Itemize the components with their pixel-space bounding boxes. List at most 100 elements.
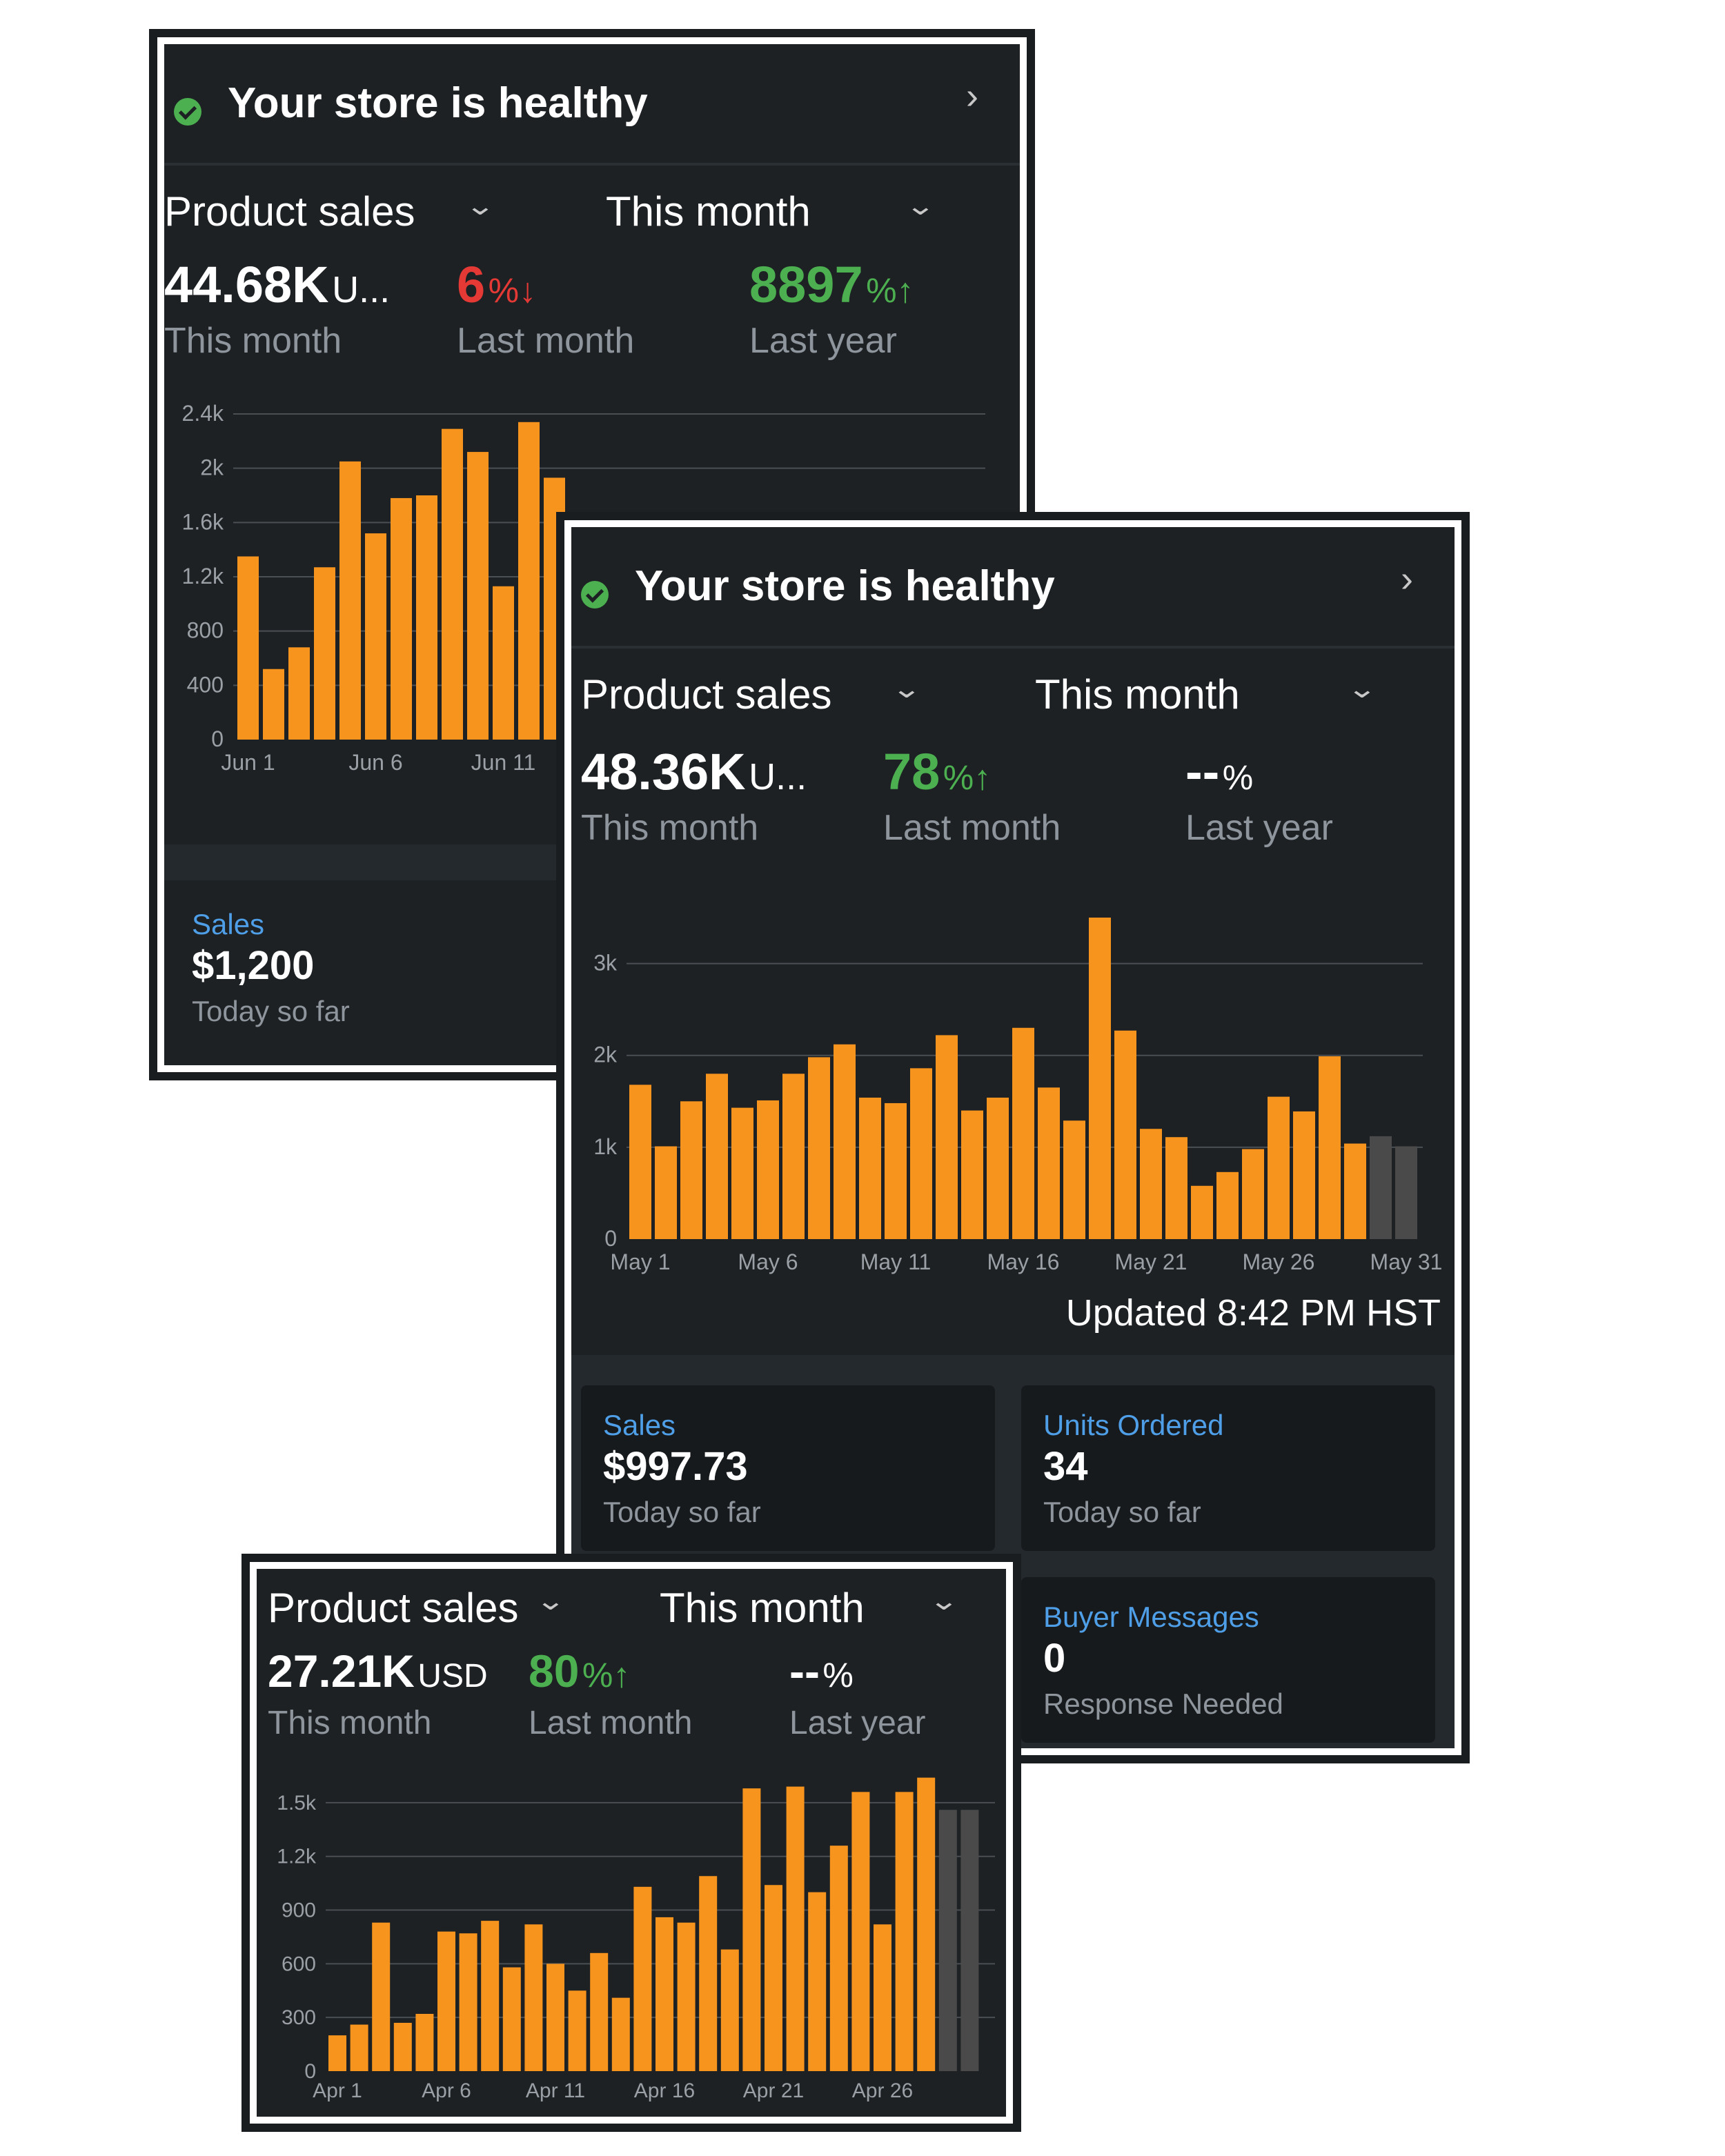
sales-bar-chart: 0 400 800 1.2k 1.6k 2k 2.4k Jun 1 Jun 6 Jun 11 xyxy=(182,401,985,775)
chevron-down-icon[interactable]: ⌄ xyxy=(905,192,936,221)
day-bar xyxy=(365,533,386,740)
day-bar xyxy=(786,1786,805,2071)
day-bar xyxy=(493,586,514,740)
day-bar xyxy=(288,647,310,740)
units-ordered-value: 34 xyxy=(1043,1444,1088,1489)
x-tick-label: May 1 xyxy=(610,1249,670,1274)
day-bar xyxy=(633,1886,652,2071)
last-month-label: Last month xyxy=(883,808,1061,848)
total-sales-label: This month xyxy=(581,808,759,848)
last-year-label: Last year xyxy=(789,1705,926,1741)
day-bar xyxy=(524,1924,543,2071)
chevron-down-icon[interactable]: ⌄ xyxy=(535,1587,566,1616)
day-bar xyxy=(731,1107,753,1239)
y-tick-label: 1.2k xyxy=(277,1846,317,1868)
y-tick-label: 900 xyxy=(282,1899,316,1922)
units-ordered-tile[interactable]: Units Ordered 34 Today so far xyxy=(1021,1385,1435,1551)
y-tick-label: 800 xyxy=(187,618,224,643)
x-tick-label: May 16 xyxy=(987,1249,1060,1274)
pending-day-bar xyxy=(1395,1146,1417,1239)
metric-select-label: Product sales xyxy=(164,188,415,235)
day-bar xyxy=(765,1885,782,2071)
day-bar xyxy=(568,1990,586,2071)
day-bar xyxy=(1268,1096,1290,1239)
sales-tile[interactable]: Sales $997.73 Today so far xyxy=(581,1385,995,1551)
day-bar xyxy=(706,1074,728,1239)
chevron-right-icon[interactable]: › xyxy=(966,75,978,117)
day-bar xyxy=(328,2035,346,2071)
sales-tile[interactable]: Sales $1,200 Today so far xyxy=(178,883,564,1062)
x-tick-label: Jun 1 xyxy=(221,750,275,775)
updated-timestamp: Updated 8:42 PM HST xyxy=(1065,1292,1441,1334)
last-year-change-value: -- xyxy=(1185,743,1220,800)
sales-tile-sub: Today so far xyxy=(192,995,350,1027)
day-bar xyxy=(1242,1149,1264,1239)
day-bar xyxy=(416,495,437,740)
y-tick-label: 400 xyxy=(187,672,224,697)
day-bar xyxy=(442,428,463,740)
store-health-title[interactable]: Your store is healthy xyxy=(635,562,1055,610)
day-bar xyxy=(936,1035,958,1239)
day-bar xyxy=(350,2024,368,2071)
day-bar xyxy=(502,1967,521,2071)
last-year-change-value: 8897 xyxy=(749,256,863,313)
y-tick-label: 3k xyxy=(593,951,618,976)
chevron-down-icon[interactable]: ⌄ xyxy=(464,192,496,221)
header-divider xyxy=(164,163,1020,166)
total-sales-unit: U... xyxy=(749,756,807,798)
metric-select[interactable]: Product sales xyxy=(268,1584,519,1632)
y-tick-label: 0 xyxy=(211,726,224,751)
day-bar xyxy=(874,1924,891,2071)
april-dashboard-card: Product sales ⌄ This month ⌄ 27.21K USD … xyxy=(250,1562,1013,2124)
last-month-change-symbol: %↑ xyxy=(943,758,992,797)
day-bar xyxy=(372,1922,391,2071)
day-bar xyxy=(339,461,361,740)
section-divider xyxy=(164,844,564,880)
chevron-right-icon[interactable]: › xyxy=(1401,558,1413,600)
day-bar xyxy=(1089,918,1111,1239)
last-year-change-symbol: % xyxy=(1222,758,1254,797)
x-tick-label: May 21 xyxy=(1115,1249,1187,1274)
chevron-down-icon[interactable]: ⌄ xyxy=(1346,675,1378,704)
pending-day-bar xyxy=(1370,1136,1392,1239)
day-bar xyxy=(987,1097,1009,1239)
day-bar xyxy=(782,1074,805,1239)
total-sales: 44.68K U... xyxy=(164,255,390,314)
last-month-change-symbol: %↑ xyxy=(582,1656,631,1694)
metric-select[interactable]: Product sales xyxy=(164,188,415,235)
chevron-down-icon[interactable]: ⌄ xyxy=(928,1587,960,1616)
day-bar xyxy=(1038,1087,1060,1239)
period-select[interactable]: This month xyxy=(606,188,811,235)
may-dashboard-card: Your store is healthy › Product sales ⌄ … xyxy=(564,520,1461,1755)
day-bar xyxy=(263,669,284,740)
sales-bar-chart: 0 300 600 900 1.2k 1.5k Apr 1 Apr 6 Apr 11 Apr 16… xyxy=(277,1777,995,2102)
x-tick-label: Apr 16 xyxy=(634,2079,695,2102)
metric-select[interactable]: Product sales xyxy=(581,671,832,718)
total-sales-unit: U... xyxy=(332,269,391,310)
day-bar xyxy=(834,1044,856,1239)
metric-select-label: Product sales xyxy=(581,671,832,718)
day-bar xyxy=(1344,1143,1366,1239)
x-tick-label: Apr 1 xyxy=(313,2079,362,2102)
y-tick-label: 600 xyxy=(282,1952,316,1975)
last-month-change-value: 80 xyxy=(529,1645,580,1697)
sales-tile-label: Sales xyxy=(192,908,265,940)
period-select[interactable]: This month xyxy=(660,1584,865,1632)
day-bar xyxy=(829,1846,848,2071)
day-bar xyxy=(415,2013,434,2071)
sales-tile-value: $997.73 xyxy=(603,1444,748,1489)
period-select[interactable]: This month xyxy=(1035,671,1240,718)
total-sales-unit: USD xyxy=(417,1658,488,1694)
total-sales-label: This month xyxy=(164,321,342,361)
day-bar xyxy=(1319,1056,1341,1239)
day-bar xyxy=(961,1110,983,1239)
units-ordered-sub: Today so far xyxy=(1043,1496,1201,1528)
day-bar xyxy=(437,1931,455,2071)
buyer-messages-tile[interactable]: Buyer Messages 0 Response Needed xyxy=(1021,1577,1435,1743)
chevron-down-icon[interactable]: ⌄ xyxy=(891,675,923,704)
last-month-change-symbol: %↓ xyxy=(488,271,537,310)
x-tick-label: May 11 xyxy=(860,1249,931,1274)
y-tick-label: 1.5k xyxy=(277,1792,317,1814)
day-bar xyxy=(518,422,540,740)
store-health-title[interactable]: Your store is healthy xyxy=(228,79,648,127)
